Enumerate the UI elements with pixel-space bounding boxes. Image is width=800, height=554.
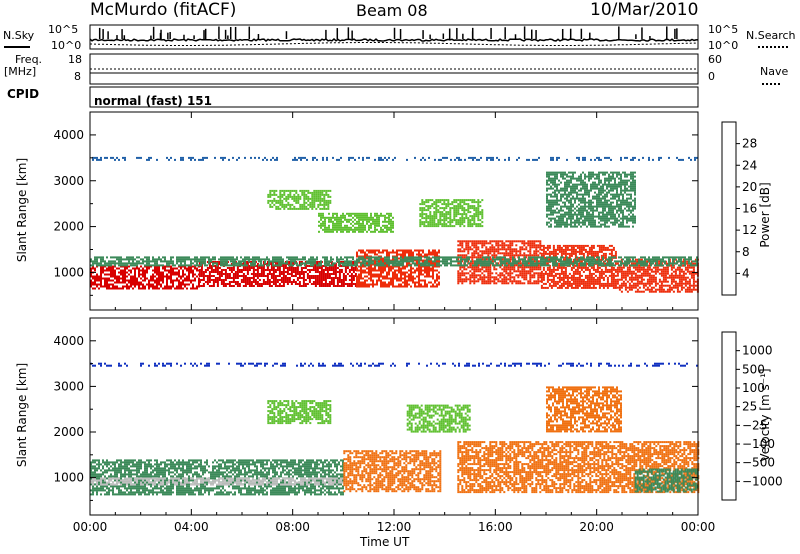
velocity-band	[634, 468, 699, 493]
power-band	[267, 189, 332, 210]
nsearch-label: N.Search	[746, 29, 796, 42]
nsky-tick-high: 10^5	[48, 23, 79, 36]
time-tick-label: 08:00	[275, 520, 310, 534]
time-tick-label: 16:00	[478, 520, 513, 534]
nsearch-tick-high: 10^5	[708, 23, 739, 36]
velocity-band	[90, 477, 344, 486]
velocity-colorbar-tick-label: −100	[742, 437, 775, 451]
power-band	[356, 249, 440, 288]
power-colorbar-tick-label: 12	[742, 223, 757, 237]
nsky-label: N.Sky	[3, 29, 35, 42]
power-band	[90, 265, 200, 290]
velocity-colorbar-tick-label: −500	[742, 456, 775, 470]
power-band	[540, 244, 617, 289]
velocity-colorbar-tick-label: 25	[742, 400, 757, 414]
nave-legend-line	[762, 83, 780, 85]
power-colorbar-frame	[721, 121, 737, 296]
nave-tick-high: 60	[708, 53, 722, 66]
date-title: 10/Mar/2010	[590, 0, 699, 20]
velocity-band	[457, 441, 700, 494]
velocity-band	[546, 386, 622, 433]
power-y-tick-label: 2000	[53, 220, 84, 234]
velocity-band	[267, 400, 332, 425]
nsky-trace	[89, 37, 699, 42]
power-band	[318, 212, 394, 233]
nsky-legend-line	[4, 46, 30, 48]
velocity-band	[90, 362, 698, 367]
power-band	[419, 199, 484, 228]
nsearch-tick-low: 10^0	[708, 39, 739, 52]
velocity-colorbar-tick-label: −25	[742, 418, 767, 432]
power-colorbar-tick-label: 20	[742, 180, 757, 194]
cpid-panel-frame	[89, 86, 699, 108]
beam-title: Beam 08	[356, 1, 428, 20]
velocity-y-tick-label: 1000	[53, 471, 84, 485]
nave-label: Nave	[760, 65, 789, 78]
freq-tick-high: 18	[68, 53, 82, 66]
power-band	[92, 156, 698, 161]
velocity-colorbar-frame	[721, 331, 737, 501]
time-tick-label: 04:00	[174, 520, 209, 534]
cpid-label: CPID	[7, 87, 40, 101]
freq-unit: [MHz]	[4, 65, 37, 78]
station-title: McMurdo (fitACF)	[90, 0, 237, 20]
freq-tick-low: 8	[74, 70, 81, 83]
cpid-value: normal (fast) 151	[94, 94, 212, 108]
power-colorbar-tick-label: 16	[742, 202, 757, 216]
velocity-y-tick-label: 2000	[53, 425, 84, 439]
power-y-tick-label: 4000	[53, 128, 84, 142]
time-tick-label: 12:00	[377, 520, 412, 534]
nsearch-legend-line	[758, 46, 788, 48]
nsky-panel-frame	[89, 24, 699, 50]
freq-label: Freq.	[15, 53, 43, 66]
power-band	[546, 171, 636, 228]
velocity-band	[343, 450, 442, 493]
power-y-tick-label: 1000	[53, 265, 84, 279]
time-tick-label: 20:00	[579, 520, 614, 534]
velocity-colorbar-tick-label: 1000	[742, 344, 773, 358]
power-y-tick-label: 3000	[53, 174, 84, 188]
velocity-y-tick-label: 4000	[53, 334, 84, 348]
time-axis-label: Time UT	[360, 535, 410, 549]
power-band	[198, 261, 357, 287]
velocity-colorbar-tick-label: 100	[742, 381, 765, 395]
velocity-colorbar-tick-label: −1000	[742, 474, 783, 488]
time-tick-label: 00:00	[73, 520, 108, 534]
velocity-band	[90, 459, 344, 496]
power-band	[90, 256, 698, 267]
power-colorbar-tick-label: 8	[742, 245, 750, 259]
velocity-colorbar-tick-label: 500	[742, 362, 765, 376]
power-colorbar-tick-label: 28	[742, 137, 757, 151]
velocity-band	[406, 404, 471, 433]
nsearch-trace	[90, 42, 699, 46]
velocity-y-tick-label: 3000	[53, 379, 84, 393]
nsky-tick-low: 10^0	[51, 39, 82, 52]
nave-tick-low: 0	[708, 70, 715, 83]
power-colorbar-tick-label: 24	[742, 158, 757, 172]
power-colorbar-tick-label: 4	[742, 266, 750, 280]
time-tick-label: 00:00	[681, 520, 716, 534]
